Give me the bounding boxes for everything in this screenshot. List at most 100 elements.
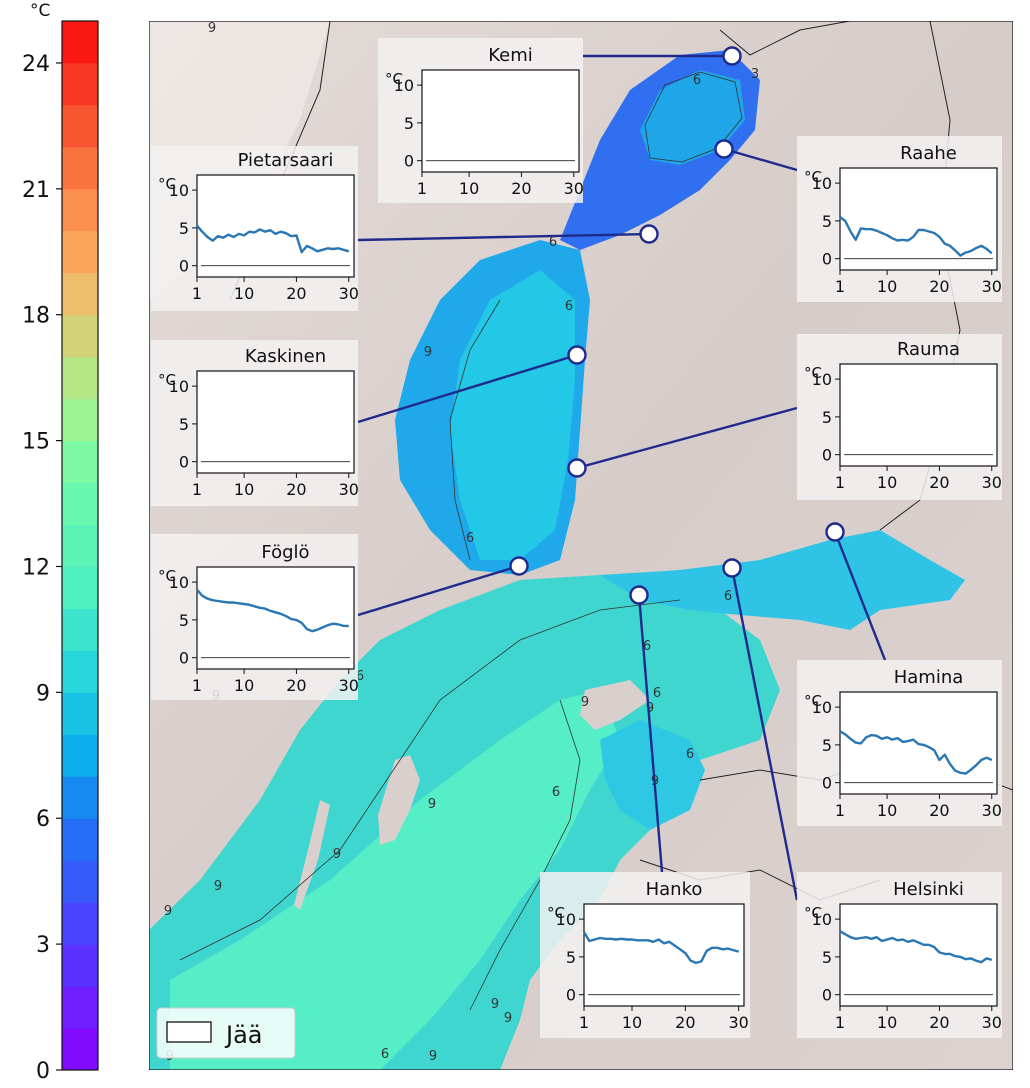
inset-chart-rauma: Rauma °C 0 5 10 1 10 20 30	[797, 334, 1002, 500]
contour-label: 9	[214, 879, 222, 894]
contour-label: 9	[429, 1049, 437, 1064]
inset-y-unit: °C	[804, 364, 822, 382]
colorbar-band	[62, 440, 98, 484]
contour-label: 9	[164, 904, 172, 919]
inset-title: Raahe	[900, 143, 957, 164]
island-gotland	[378, 755, 420, 845]
station-marker-hanko[interactable]	[629, 585, 649, 605]
colorbar-tick-label: 3	[36, 933, 50, 958]
y-tick-label: 5	[404, 114, 414, 133]
station-marker-rauma[interactable]	[567, 458, 587, 478]
contour-line	[469, 699, 581, 1011]
colorbar-band	[62, 230, 98, 274]
inset-y-unit: °C	[158, 175, 176, 193]
colorbar-band	[62, 398, 98, 442]
y-tick-label: 0	[822, 446, 832, 465]
y-tick-label: 10	[812, 698, 832, 717]
colorbar-tick-label: 12	[22, 555, 50, 580]
x-tick-label: 20	[286, 284, 306, 303]
station-marker-kaskinen[interactable]	[567, 345, 587, 365]
station-marker-kemi[interactable]	[722, 46, 742, 66]
colorbar-band	[62, 692, 98, 735]
inset-title: Föglö	[261, 542, 309, 563]
sea-central-warm	[170, 690, 620, 1070]
inset-chart-fgl: Föglö °C 0 5 10 1 10 20 30	[151, 534, 359, 700]
x-tick-label: 1	[835, 801, 845, 820]
inset-y-unit: °C	[385, 70, 403, 88]
x-tick-label: 10	[877, 473, 897, 492]
station-connector-raahe	[723, 147, 798, 172]
y-tick-label: 10	[812, 910, 832, 929]
colorbar: °C 0 3 6 9 12 15 18 21 24	[22, 1, 99, 1084]
inset-y-unit: °C	[158, 371, 176, 389]
x-tick-label: 30	[339, 676, 359, 695]
y-tick-label: 5	[566, 948, 576, 967]
inset-chart-hamina: Hamina °C 0 5 10 1 10 20 30	[797, 660, 1002, 826]
colorbar-band	[62, 188, 98, 232]
x-tick-label: 1	[192, 676, 202, 695]
colorbar-band	[62, 272, 98, 316]
island-saaremaa	[580, 680, 650, 730]
colorbar-unit: °C	[30, 1, 50, 21]
inset-plot-area	[583, 903, 745, 1007]
contour-label: 6	[549, 235, 557, 250]
contour-label: 9	[333, 847, 341, 862]
x-tick-label: 1	[192, 480, 202, 499]
x-tick-label: 1	[417, 179, 427, 198]
inset-plot-area	[839, 363, 998, 467]
inset-plot-area	[839, 691, 998, 795]
station-connector-rauma	[576, 406, 798, 470]
x-tick-label: 10	[234, 480, 254, 499]
y-tick-label: 5	[822, 408, 832, 427]
inset-plot-area	[196, 370, 355, 474]
colorbar-band	[62, 944, 98, 987]
x-tick-label: 20	[286, 480, 306, 499]
station-marker-hamina[interactable]	[825, 522, 845, 542]
station-marker-raahe[interactable]	[714, 139, 734, 159]
x-tick-label: 30	[982, 473, 1002, 492]
inset-chart-raahe: Raahe °C 0 5 10 1 10 20 30	[797, 136, 1002, 302]
y-tick-label: 10	[169, 377, 189, 396]
inset-chart-kemi: Kemi °C 0 5 10 1 10 20 30	[378, 38, 584, 203]
x-tick-label: 1	[835, 473, 845, 492]
inset-title: Hanko	[646, 879, 703, 900]
colorbar-band	[62, 734, 98, 777]
colorbar-band	[62, 524, 98, 567]
contour-label: 9	[646, 701, 654, 716]
y-tick-label: 10	[812, 174, 832, 193]
ice-legend: Jää	[156, 1007, 296, 1059]
contour-label: 6	[693, 73, 701, 88]
inset-chart-kaskinen: Kaskinen °C 0 5 10 1 10 20 30	[151, 340, 359, 506]
x-tick-label: 20	[929, 1013, 949, 1032]
inset-plot-area	[196, 566, 355, 670]
colorbar-tick-label: 6	[36, 807, 50, 832]
colorbar-band	[62, 818, 98, 861]
y-tick-label: 10	[394, 76, 414, 95]
x-tick-label: 20	[286, 676, 306, 695]
station-marker-pietarsaari[interactable]	[639, 224, 659, 244]
x-tick-label: 20	[929, 473, 949, 492]
contour-label: 6	[643, 639, 651, 654]
contour-line	[644, 71, 743, 163]
colorbar-band	[62, 650, 98, 693]
inset-chart-helsinki: Helsinki °C 0 5 10 1 10 20 30	[797, 872, 1002, 1038]
station-marker-helsinki[interactable]	[722, 558, 742, 578]
y-tick-label: 5	[822, 736, 832, 755]
colorbar-band	[62, 356, 98, 400]
contour-label: 9	[504, 1011, 512, 1026]
contour-line	[449, 299, 501, 561]
colorbar-frame	[61, 20, 99, 1071]
ice-legend-swatch	[166, 1021, 212, 1043]
ice-legend-label: Jää	[224, 1021, 263, 1049]
contour-label: 9	[581, 695, 589, 710]
station-marker-fgl[interactable]	[509, 556, 529, 576]
inset-chart-pietarsaari: Pietarsaari °C 0 5 10 1 10 20 30	[151, 146, 359, 311]
x-tick-label: 20	[929, 801, 949, 820]
x-tick-label: 1	[192, 284, 202, 303]
colorbar-band	[62, 986, 98, 1029]
y-tick-label: 0	[822, 986, 832, 1005]
x-tick-label: 10	[622, 1013, 642, 1032]
x-tick-label: 30	[728, 1013, 748, 1032]
x-tick-label: 10	[877, 277, 897, 296]
